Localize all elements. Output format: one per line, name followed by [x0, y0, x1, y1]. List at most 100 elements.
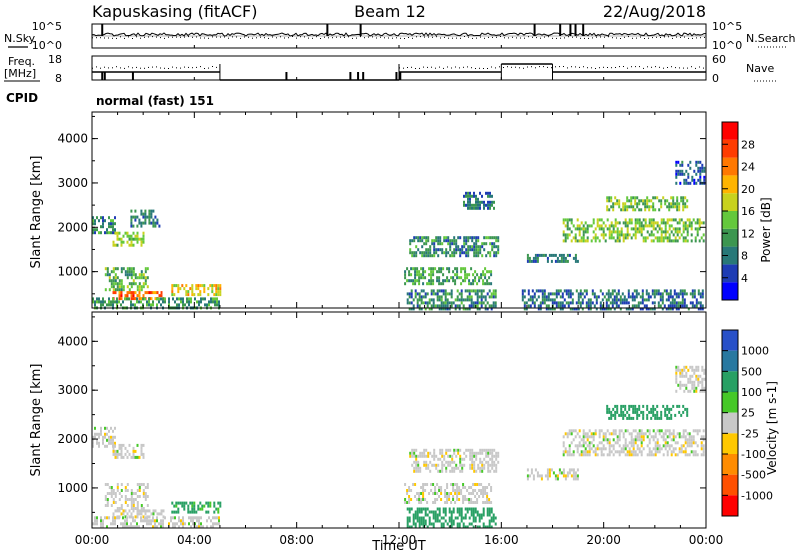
- heatmap-cell: [484, 304, 487, 308]
- heatmap-cell: [575, 301, 578, 305]
- heatmap-cell: [144, 498, 147, 501]
- heatmap-cell: [106, 492, 109, 495]
- noise-search-dot: [444, 36, 445, 38]
- heatmap-cell: [146, 215, 149, 219]
- heatmap-cell: [434, 519, 437, 523]
- heatmap-cell: [122, 512, 125, 516]
- heatmap-cell: [668, 218, 671, 222]
- heatmap-cell: [456, 483, 459, 486]
- heatmap-cell: [467, 245, 470, 249]
- heatmap-cell: [118, 452, 121, 456]
- heatmap-cell: [472, 289, 475, 293]
- heatmap-cell: [594, 239, 597, 243]
- heatmap-cell: [653, 295, 656, 299]
- heatmap-cell: [132, 507, 135, 510]
- heatmap-cell: [124, 525, 126, 529]
- heatmap-cell: [414, 525, 417, 529]
- heatmap-cell: [462, 498, 465, 501]
- heatmap-cell: [628, 416, 631, 420]
- heatmap-cell: [191, 504, 194, 508]
- heatmap-cell: [124, 519, 126, 523]
- noise-left-tick-top: 10^5: [32, 20, 62, 33]
- heatmap-cell: [620, 233, 623, 237]
- heatmap-cell: [425, 448, 428, 452]
- heatmap-cell: [413, 448, 416, 452]
- heatmap-cell: [691, 289, 694, 293]
- heatmap-cell: [200, 522, 202, 526]
- heatmap-cell: [431, 242, 434, 246]
- heatmap-cell: [686, 205, 689, 209]
- heatmap-cell: [429, 251, 432, 255]
- heatmap-cell: [628, 432, 631, 436]
- heatmap-cell: [686, 453, 689, 457]
- heatmap-cell: [410, 267, 413, 271]
- heatmap-cell: [420, 516, 423, 520]
- heatmap-cell: [432, 492, 435, 495]
- heatmap-cell: [550, 253, 553, 257]
- heatmap-cell: [454, 304, 457, 308]
- heatmap-cell: [462, 495, 465, 498]
- heatmap-cell: [627, 307, 630, 311]
- heatmap-cell: [106, 483, 109, 486]
- heatmap-cell: [214, 297, 216, 301]
- heatmap-cell: [134, 276, 137, 280]
- heatmap-cell: [426, 501, 429, 504]
- heatmap-cell: [596, 224, 599, 228]
- heatmap-cell: [132, 243, 135, 247]
- noise-search-dot: [128, 36, 129, 38]
- heatmap-cell: [606, 218, 609, 222]
- heatmap-cell: [636, 410, 639, 414]
- heatmap-cell: [120, 270, 123, 274]
- heatmap-cell: [208, 516, 210, 520]
- heatmap-cell: [541, 298, 544, 302]
- heatmap-cell: [406, 489, 409, 492]
- heatmap-cell: [409, 251, 412, 255]
- heatmap-cell: [415, 469, 418, 473]
- heatmap-cell: [572, 477, 575, 481]
- heatmap-cell: [607, 307, 610, 311]
- heatmap-cell: [448, 307, 451, 311]
- heatmap-cell: [675, 389, 678, 393]
- heatmap-cell: [122, 300, 124, 304]
- heatmap-cell: [625, 307, 628, 311]
- heatmap-cell: [118, 446, 121, 450]
- heatmap-cell: [465, 191, 467, 195]
- heatmap-cell: [196, 516, 198, 520]
- heatmap-cell: [94, 303, 96, 307]
- heatmap-cell: [138, 237, 141, 241]
- heatmap-cell: [584, 447, 587, 451]
- heatmap-cell: [480, 513, 483, 517]
- heatmap-cell: [683, 368, 686, 372]
- heatmap-cell: [195, 287, 198, 291]
- heatmap-cell: [112, 435, 114, 439]
- heatmap-cell: [118, 291, 121, 295]
- heatmap-cell: [457, 248, 460, 252]
- heatmap-cell: [670, 218, 673, 222]
- heatmap-cell: [460, 516, 463, 520]
- heatmap-cell: [634, 208, 637, 212]
- heatmap-cell: [128, 452, 131, 456]
- heatmap-cell: [94, 426, 96, 430]
- heatmap-cell: [684, 239, 687, 243]
- heatmap-cell: [422, 516, 425, 520]
- heatmap-cell: [120, 294, 123, 298]
- heatmap-cell: [218, 519, 220, 523]
- heatmap-cell: [696, 444, 699, 448]
- heatmap-cell: [541, 295, 544, 299]
- heatmap-cell: [142, 237, 145, 241]
- heatmap-cell: [215, 287, 218, 291]
- heatmap-cell: [406, 522, 409, 526]
- heatmap-cell: [132, 455, 135, 459]
- heatmap-cell: [567, 301, 570, 305]
- heatmap-cell: [677, 365, 680, 369]
- heatmap-cell: [479, 460, 482, 464]
- heatmap-cell: [441, 460, 444, 464]
- heatmap-cell: [670, 196, 673, 200]
- heatmap-cell: [438, 489, 441, 492]
- heatmap-cell: [695, 172, 698, 176]
- heatmap-cell: [426, 301, 429, 305]
- heatmap-cell: [440, 522, 443, 526]
- nave-dot: [176, 67, 177, 69]
- heatmap-cell: [570, 230, 573, 234]
- heatmap-cell: [551, 292, 554, 296]
